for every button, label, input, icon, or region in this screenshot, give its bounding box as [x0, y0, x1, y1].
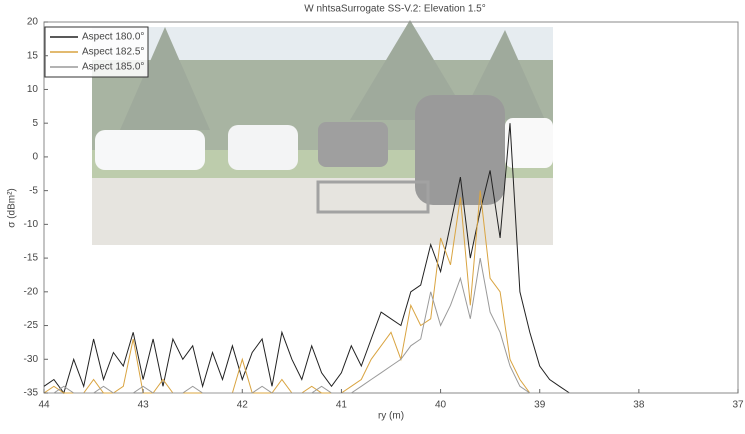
- y-tick-label: -10: [24, 219, 39, 230]
- x-tick-label: 42: [237, 400, 249, 411]
- series-line: [44, 258, 570, 394]
- legend-label: Aspect 185.0°: [82, 62, 144, 73]
- y-tick-label: 20: [27, 17, 39, 28]
- y-tick-label: -35: [24, 388, 39, 399]
- x-tick-label: 37: [732, 400, 744, 411]
- plot-frame: [43, 21, 739, 394]
- y-axis-label: σ (dBm²): [7, 188, 18, 228]
- legend-label: Aspect 182.5°: [82, 47, 144, 58]
- x-tick-label: 43: [138, 400, 150, 411]
- series-line: [43, 190, 570, 394]
- x-tick-label: 40: [435, 400, 447, 411]
- legend-label: Aspect 180.0°: [82, 32, 144, 43]
- x-tick-label: 38: [633, 400, 645, 411]
- x-tick-label: 44: [38, 400, 50, 411]
- y-tick-label: -30: [24, 354, 39, 365]
- photo: [92, 20, 553, 245]
- y-tick-label: -25: [24, 320, 39, 331]
- lines: [43, 123, 570, 395]
- y-tick-label: 0: [32, 152, 38, 163]
- y-tick-label: -5: [29, 185, 38, 196]
- y-tick-label: 5: [32, 118, 38, 129]
- y-tick-label: 10: [27, 84, 39, 95]
- x-axis-label: ry (m): [378, 411, 404, 422]
- y-tick-label: 15: [27, 50, 39, 61]
- chart-title: W nhtsaSurrogate SS-V.2: Elevation 1.5°: [304, 4, 486, 15]
- y-tick-label: -20: [24, 286, 39, 297]
- y-tick-label: -15: [24, 253, 39, 264]
- x-tick-label: 41: [336, 400, 348, 411]
- x-tick-label: 39: [534, 400, 546, 411]
